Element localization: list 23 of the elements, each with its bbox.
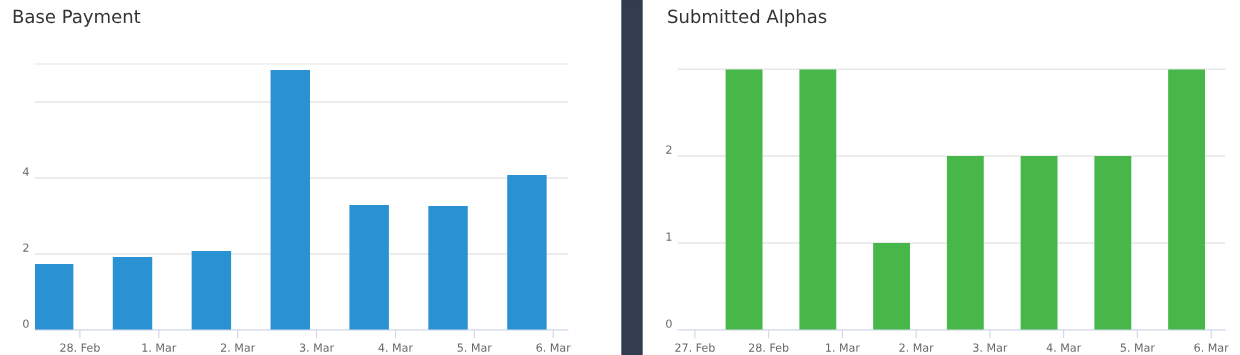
x-tick-label: 4. Mar: [1046, 343, 1082, 352]
x-tick-label: 5. Mar: [1120, 343, 1155, 352]
chart-title: Base Payment: [13, 9, 141, 27]
x-tick-label: 3. Mar: [973, 343, 1008, 352]
x-tick-label: 6. Mar: [1194, 343, 1229, 352]
y-tick-label: 0: [23, 319, 29, 328]
x-tick-label: 6. Mar: [536, 343, 571, 352]
y-tick-label: 2: [23, 243, 29, 252]
x-tick-label: 1. Mar: [142, 343, 177, 352]
x-tick-label: 5. Mar: [457, 343, 492, 352]
x-tick-label: 27. Feb: [675, 343, 715, 352]
y-tick-label: 1: [666, 232, 672, 241]
x-tick-label: 2. Mar: [220, 343, 256, 352]
x-tick-label: 28. Feb: [60, 343, 100, 352]
chart-title: Submitted Alphas: [668, 9, 827, 27]
x-tick-label: 28. Feb: [749, 343, 789, 352]
y-tick-label: 0: [666, 319, 672, 328]
x-tick-label: 4. Mar: [378, 343, 413, 352]
y-tick-label: 2: [666, 145, 672, 154]
x-tick-label: 1. Mar: [826, 343, 860, 352]
y-tick-label: 4: [22, 167, 29, 176]
x-tick-label: 3. Mar: [299, 343, 335, 352]
x-tick-label: 2. Mar: [899, 343, 934, 352]
